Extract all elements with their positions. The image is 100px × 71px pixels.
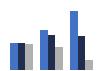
- Bar: [25, 44, 33, 70]
- Bar: [18, 43, 25, 70]
- Bar: [48, 35, 55, 70]
- Bar: [78, 36, 85, 70]
- Bar: [40, 30, 48, 70]
- Bar: [70, 11, 78, 70]
- Bar: [85, 60, 93, 70]
- Bar: [55, 47, 63, 70]
- Bar: [10, 43, 18, 70]
